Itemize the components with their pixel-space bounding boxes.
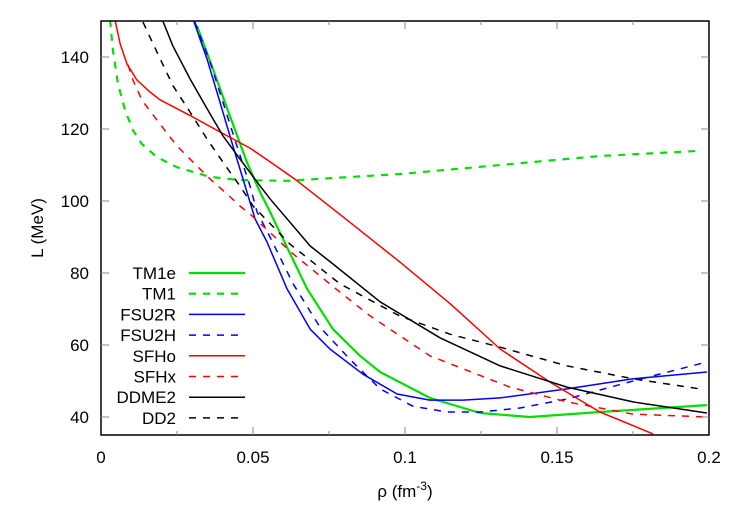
legend-label: TM1 [142, 285, 176, 304]
legend-label: DD2 [142, 409, 176, 428]
x-tick-label: 0.1 [393, 448, 417, 467]
series-sfhx [127, 64, 707, 418]
series-fsu2h [194, 21, 704, 413]
y-axis: 40 60 80 100 120 140 [61, 48, 709, 427]
y-tick-label: 120 [61, 120, 89, 139]
x-tick-label: 0.05 [236, 448, 269, 467]
y-tick-label: 140 [61, 48, 89, 67]
x-tick-label: 0 [96, 448, 105, 467]
legend-label: SFHo [133, 347, 176, 366]
series-sfho [114, 21, 654, 435]
legend-label: FSU2H [120, 326, 176, 345]
series-tm1e [196, 25, 707, 419]
y-tick-label: 60 [70, 336, 89, 355]
x-tick-label: 0.2 [697, 448, 721, 467]
legend-label: FSU2R [120, 305, 176, 324]
y-tick-label: 100 [61, 192, 89, 211]
x-tick-label: 0.15 [540, 448, 573, 467]
data-series [109, 21, 708, 435]
y-axis-title: L (MeV) [28, 198, 47, 258]
legend-label: DDME2 [116, 388, 176, 407]
x-axis-title: ρ (fm-3) [377, 479, 432, 501]
x-axis: 0 0.05 0.1 0.15 0.2 [96, 21, 721, 467]
series-dd2 [142, 21, 701, 390]
series-ddme2 [162, 21, 708, 414]
legend-label: TM1e [133, 264, 176, 283]
y-tick-label: 40 [70, 408, 89, 427]
legend-label: SFHx [134, 368, 177, 387]
y-tick-label: 80 [70, 264, 89, 283]
series-fsu2r [192, 21, 707, 401]
series-tm1 [109, 21, 697, 182]
